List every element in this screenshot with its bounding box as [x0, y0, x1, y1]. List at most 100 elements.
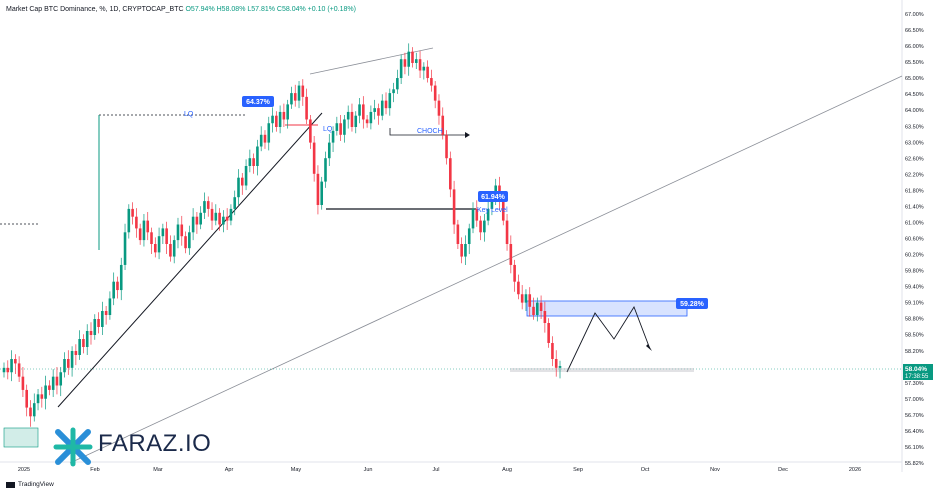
price-tag-1: 64.37% [242, 96, 274, 107]
candle-body [475, 208, 479, 221]
price-tick-label: 60.20% [905, 253, 924, 259]
candle-body [191, 216, 195, 233]
candle-body [142, 220, 146, 241]
candle-body [278, 111, 282, 127]
candle-body [206, 201, 210, 209]
candle-body [263, 134, 267, 143]
candle-body [286, 104, 289, 120]
candle-body [392, 89, 395, 94]
time-tick-label: Aug [502, 467, 512, 473]
candle-body [309, 119, 312, 143]
candle-body [517, 281, 520, 295]
price-tick-label: 56.10% [905, 445, 924, 451]
candle-body [244, 166, 248, 186]
ohlc-values: O57.94% H58.08% L57.81% C58.04% +0.10 (+… [185, 6, 356, 13]
candle-body [29, 407, 32, 417]
candle-body [483, 220, 486, 233]
candle-body [229, 208, 233, 221]
last-price-badge: 58.04% 17:38:55 [903, 364, 933, 380]
candle-body [324, 158, 327, 182]
tradingview-footer[interactable]: TradingView [6, 481, 54, 488]
price-tick-label: 64.50% [905, 92, 924, 98]
candle-body [66, 359, 70, 368]
candle-body [407, 51, 411, 67]
candle-body [169, 244, 172, 257]
candle-body [513, 264, 516, 282]
candle-body [176, 224, 180, 241]
candle-body [396, 78, 399, 90]
candle-body [350, 111, 354, 127]
choch-bracket [389, 128, 465, 136]
candle-body [362, 104, 365, 120]
price-tick-label: 59.10% [905, 301, 924, 307]
projected-path [566, 305, 651, 373]
candle-body [297, 85, 301, 101]
time-tick-label: Jun [364, 467, 373, 473]
candle-body [104, 311, 108, 315]
candle-body [119, 264, 123, 291]
candle-body [467, 228, 471, 244]
candle-body [172, 240, 176, 257]
candle-body [414, 59, 418, 63]
candle-body [10, 359, 13, 373]
candle-body [21, 376, 25, 390]
price-tick-label: 63.50% [905, 124, 924, 130]
candle-body [509, 244, 513, 265]
candle-body [85, 331, 89, 347]
price-tick-label: 61.80% [905, 188, 924, 194]
time-tick-label: 2026 [849, 467, 861, 473]
candle-body [97, 319, 100, 327]
candle-body [520, 294, 524, 303]
time-tick-label: Sep [573, 467, 583, 473]
candle-body [51, 376, 55, 390]
candle-body [267, 123, 271, 143]
tradingview-label: TradingView [18, 481, 54, 488]
time-tick-label: Dec [778, 467, 788, 473]
candle-body [365, 119, 369, 124]
candle-body [335, 123, 339, 131]
demand-zone [3, 427, 39, 448]
candle-body [59, 372, 63, 386]
candle-body [377, 108, 380, 116]
candle-body [233, 197, 237, 209]
candle-body [101, 311, 104, 327]
price-tick-label: 62.20% [905, 172, 924, 178]
candle-body [2, 367, 6, 373]
lq-label-1: LQ [184, 111, 194, 118]
candle-body [93, 319, 97, 335]
candle-body [188, 232, 191, 249]
candle-body [320, 181, 324, 205]
time-tick-label: Nov [710, 467, 720, 473]
candle-body [445, 134, 448, 159]
candle-body [135, 216, 138, 229]
candle-body [165, 228, 168, 244]
candle-body [112, 281, 115, 299]
price-tick-label: 61.40% [905, 204, 924, 210]
candle-body [539, 302, 543, 311]
symbol-title[interactable]: Market Cap BTC Dominance, %, 1D, CRYPTOC… [6, 6, 184, 13]
time-tick-label: Oct [641, 467, 650, 473]
time-tick-label: May [291, 467, 302, 473]
time-tick-label: Feb [90, 467, 99, 473]
candle-body [528, 294, 532, 307]
candle-body [551, 343, 554, 359]
price-tag-2-text: 61.94% [481, 194, 506, 201]
candle-body [40, 394, 44, 399]
candle-body [331, 130, 335, 143]
price-tick-label: 57.30% [905, 381, 924, 387]
last-price-value: 58.04% [905, 366, 927, 373]
candle-body [471, 208, 475, 229]
price-tick-label: 59.80% [905, 269, 924, 275]
candle-body [180, 224, 184, 237]
candle-body [44, 385, 47, 399]
candle-body [456, 224, 460, 244]
candle-body [373, 108, 376, 112]
candle-body [426, 66, 429, 79]
candle-body [6, 367, 10, 373]
price-tick-label: 58.20% [905, 349, 924, 355]
candle-body [558, 366, 562, 368]
candle-body [411, 51, 414, 63]
candle-body [339, 123, 342, 135]
candle-body [524, 294, 528, 303]
